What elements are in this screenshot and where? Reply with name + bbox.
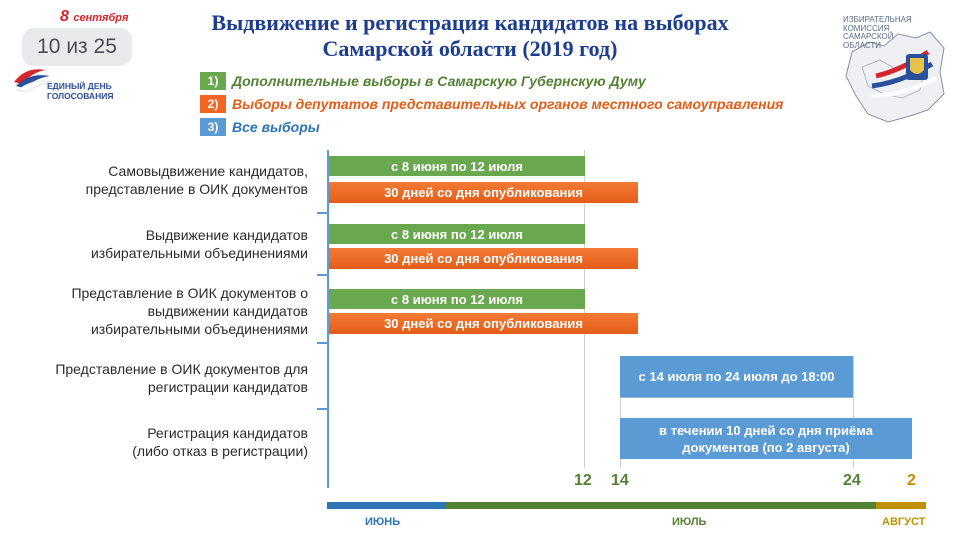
- month-bar-june: [327, 502, 446, 509]
- row-label-registration-documents: Представление в ОИК документов для регис…: [55, 361, 308, 395]
- bar-row3-series2: 30 дней со дня опубликования: [329, 313, 638, 334]
- legend-swatch-3: 3): [200, 118, 226, 136]
- bar-row5-series3: в течении 10 дней со дня приёма документ…: [620, 418, 912, 459]
- slide-counter: 10 из 25: [22, 28, 132, 66]
- row-label-party-nomination: Выдвижение кандидатов избирательными объ…: [90, 227, 308, 261]
- commission-name: ИЗБИРАТЕЛЬНАЯ КОМИССИЯ САМАРСКОЙ ОБЛАСТИ: [843, 15, 912, 50]
- row-separator: [317, 342, 329, 344]
- row-label-self-nomination: Самовыдвижение кандидатов, представление…: [85, 163, 308, 197]
- row-separator: [317, 212, 329, 214]
- tick-label-2: 2: [907, 472, 916, 489]
- gridline-jul-24: [853, 356, 854, 468]
- legend-swatch-1: 1): [200, 72, 226, 90]
- bar-row1-series2: 30 дней со дня опубликования: [329, 182, 638, 203]
- election-date: 8 сентября: [60, 8, 129, 25]
- legend-item-3: 3) Все выборы: [200, 118, 320, 136]
- election-commission-logo-icon: [845, 31, 945, 123]
- legend-item-1: 1) Дополнительные выборы в Самарскую Губ…: [200, 72, 646, 90]
- bar-row2-series1: с 8 июня по 12 июля: [329, 224, 585, 244]
- page-title: Выдвижение и регистрация кандидатов на в…: [211, 10, 729, 61]
- bar-row1-series1: с 8 июня по 12 июля: [329, 156, 585, 176]
- row-separator: [317, 408, 329, 410]
- row-label-party-documents: Представление в ОИК документов о выдвиже…: [71, 285, 308, 337]
- bar-row4-series3: с 14 июля по 24 июля до 18:00: [620, 356, 853, 398]
- legend-label-2: Выборы депутатов представительных органо…: [232, 96, 784, 112]
- tick-label-12: 12: [574, 472, 592, 489]
- election-day-flag-icon: [14, 69, 53, 93]
- legend-label-3: Все выборы: [232, 119, 320, 135]
- month-label-july: ИЮЛЬ: [672, 516, 707, 528]
- month-label-june: ИЮНЬ: [365, 516, 401, 528]
- bar-row3-series1: с 8 июня по 12 июля: [329, 289, 585, 309]
- legend-label-1: Дополнительные выборы в Самарскую Губерн…: [232, 73, 646, 89]
- row-label-registration: Регистрация кандидатов (либо отказ в рег…: [132, 425, 308, 459]
- month-bar-july: [446, 502, 876, 509]
- bar-row2-series2: 30 дней со дня опубликования: [329, 248, 638, 269]
- month-bar-august: [876, 502, 926, 509]
- month-label-august: АВГУСТ: [882, 516, 926, 528]
- election-day-caption: ЕДИНЫЙ ДЕНЬ ГОЛОСОВАНИЯ: [47, 81, 114, 101]
- row-separator: [317, 274, 329, 276]
- legend-item-2: 2) Выборы депутатов представительных орг…: [200, 95, 783, 113]
- legend-swatch-2: 2): [200, 95, 226, 113]
- tick-label-24: 24: [843, 472, 861, 489]
- tick-label-14: 14: [611, 472, 629, 489]
- gridline-jul-14: [620, 356, 621, 468]
- gridline-jul-12: [584, 150, 585, 468]
- chart-axis-line: [327, 150, 329, 488]
